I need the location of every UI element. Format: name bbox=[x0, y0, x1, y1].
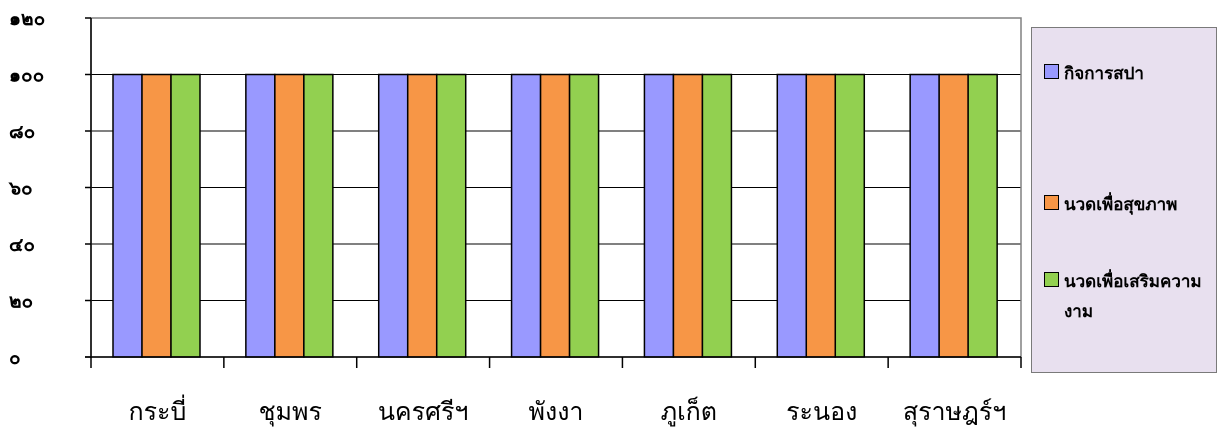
y-tick-label: ๒๐ bbox=[9, 291, 33, 313]
bar bbox=[539, 73, 571, 358]
x-tick-label: ระนอง bbox=[786, 397, 857, 426]
x-tick-label: ชุมพร bbox=[259, 397, 322, 427]
legend-label: กิจการสปา bbox=[1064, 64, 1144, 84]
bar bbox=[568, 73, 600, 358]
bar bbox=[672, 73, 704, 358]
legend-label: นวดเพื่อสุขภาพ bbox=[1064, 195, 1178, 215]
bar bbox=[112, 73, 143, 358]
legend-swatch bbox=[1044, 272, 1059, 287]
bar bbox=[435, 73, 467, 358]
legend-item-spa: กิจการสปา bbox=[1044, 59, 1214, 89]
y-tick-labels: ๐ ๒๐ ๔๐ ๖๐ ๘๐ ๑๐๐ ๑๒๐ bbox=[8, 8, 45, 369]
y-tick-label: ๐ bbox=[9, 347, 21, 369]
x-tick-label: พังงา bbox=[529, 397, 584, 426]
bar bbox=[643, 73, 675, 358]
bar bbox=[406, 73, 438, 358]
bar bbox=[805, 73, 837, 358]
legend-item-health-massage: นวดเพื่อสุขภาพ bbox=[1044, 190, 1214, 220]
bar bbox=[701, 73, 733, 358]
bar bbox=[909, 73, 940, 358]
bar bbox=[967, 73, 998, 358]
legend-item-beauty-massage: นวดเพื่อเสริมความงาม bbox=[1044, 267, 1214, 327]
legend-swatch bbox=[1044, 64, 1059, 79]
x-tick-label: กระบี่ bbox=[128, 394, 186, 426]
bar bbox=[834, 73, 866, 358]
bar bbox=[377, 73, 409, 358]
legend: กิจการสปา นวดเพื่อสุขภาพ นวดเพื่อเสริมคว… bbox=[1031, 27, 1217, 373]
y-tick-label: ๑๒๐ bbox=[9, 8, 45, 30]
bar bbox=[776, 73, 808, 358]
bar bbox=[141, 73, 172, 358]
x-tick-labels: กระบี่ ชุมพร นครศรีฯ พังงา ภูเก็ต ระนอง สุราษฎ… bbox=[128, 394, 1006, 427]
x-tick-label: ภูเก็ต bbox=[661, 396, 717, 427]
x-tick-label: นครศรีฯ bbox=[378, 397, 469, 426]
x-tick-label: สุราษฎร์ฯ bbox=[903, 397, 1006, 427]
y-tick-label: ๘๐ bbox=[9, 121, 35, 143]
y-tick-label: ๑๐๐ bbox=[9, 65, 44, 87]
axes bbox=[85, 17, 1022, 368]
bar bbox=[938, 73, 969, 358]
legend-swatch bbox=[1044, 195, 1059, 210]
bar bbox=[170, 73, 201, 358]
bar bbox=[245, 73, 276, 358]
bars bbox=[112, 73, 998, 358]
bar bbox=[303, 73, 334, 358]
y-tick-label: ๖๐ bbox=[8, 178, 33, 200]
bar bbox=[510, 73, 542, 358]
legend-label: นวดเพื่อเสริมความงาม bbox=[1064, 272, 1202, 322]
y-tick-label: ๔๐ bbox=[9, 234, 35, 256]
bar bbox=[274, 73, 305, 358]
